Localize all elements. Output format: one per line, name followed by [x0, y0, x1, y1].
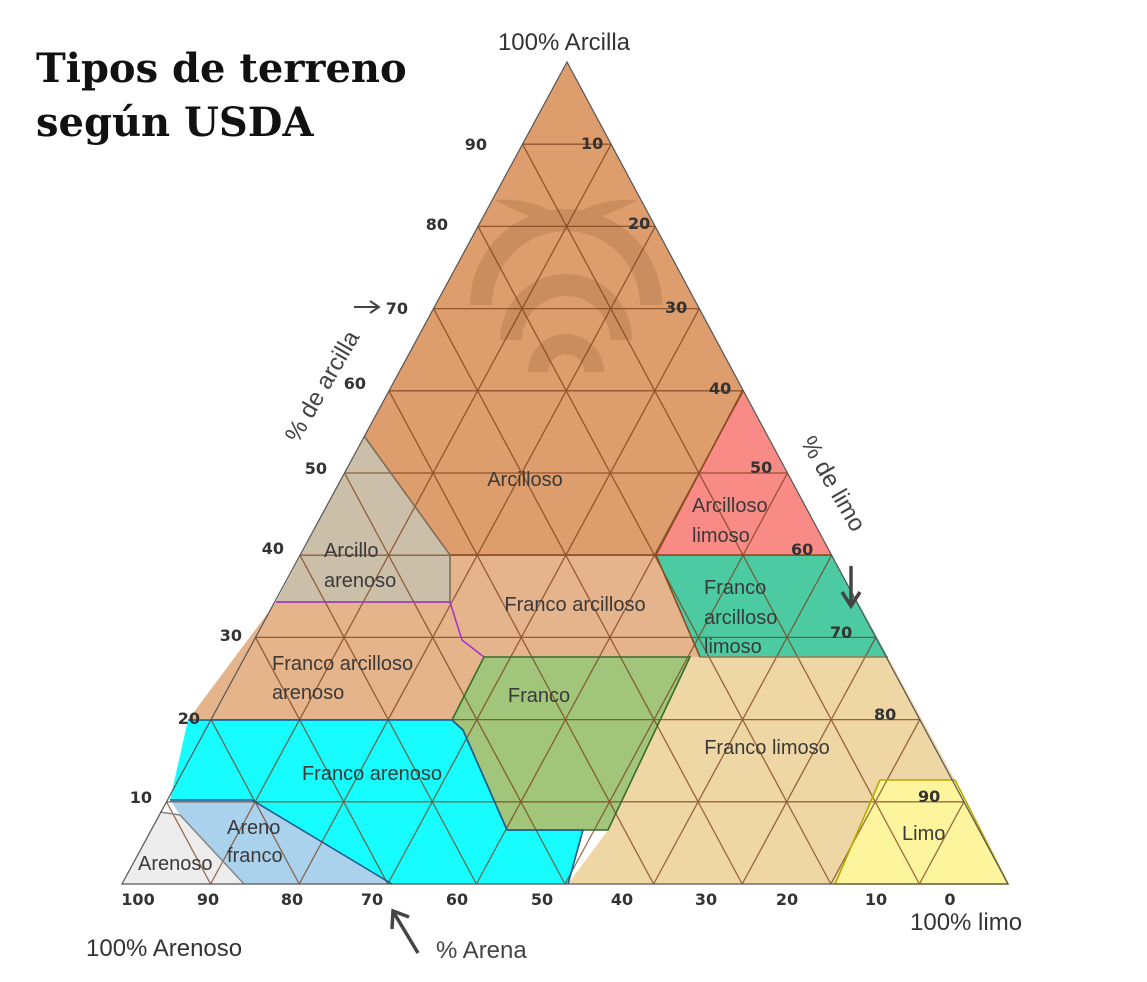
region-franco-arcilloso-limoso — [656, 555, 888, 657]
title-line-2: según USDA — [36, 99, 314, 146]
region-franco — [452, 657, 690, 830]
grid-line — [564, 472, 789, 885]
label-arcillo-arenoso: arenoso — [324, 570, 396, 592]
diagram-title: Tipos de terreno según USDA — [36, 42, 407, 150]
sand-ticks: 100 90 80 70 60 50 40 30 20 10 0 — [121, 890, 955, 909]
region-labels: Arcilloso Arcilloso limoso Arcillo areno… — [138, 469, 945, 875]
region-arenoso — [122, 812, 244, 884]
sand-tick: 30 — [695, 890, 717, 909]
sand-tick: 100 — [121, 890, 154, 909]
clay-tick: 40 — [262, 539, 284, 558]
silt-tick: 50 — [750, 458, 772, 477]
sand-tick: 90 — [197, 890, 219, 909]
grid-line — [254, 637, 389, 885]
label-franco-arcilloso-limoso: Franco — [704, 577, 766, 599]
silt-tick: 70 — [830, 623, 852, 642]
arrow-silt-icon — [840, 566, 862, 610]
label-franco-arcilloso: Franco arcilloso — [504, 594, 645, 616]
corner-label-silt: 100% limo — [910, 909, 1022, 936]
region-boundaries — [159, 389, 1010, 885]
grid-line — [165, 801, 212, 885]
sand-tick: 60 — [446, 890, 468, 909]
grid-line — [387, 308, 700, 885]
axis-label-sand: % Arena — [436, 937, 527, 964]
sand-tick: 10 — [865, 890, 887, 909]
silt-tick: 20 — [628, 214, 650, 233]
label-areno-franco: Areno — [227, 817, 280, 839]
silt-ticks: 10 20 30 40 50 60 70 80 90 — [581, 134, 940, 806]
corner-label-sand: 100% Arenoso — [86, 935, 242, 962]
grid-line — [210, 143, 612, 885]
clay-tick: 60 — [344, 374, 366, 393]
label-franco-arcilloso-arenoso: Franco arcilloso — [272, 653, 413, 675]
clay-ticks: 90 80 70 60 50 40 30 20 10 — [130, 135, 487, 807]
silt-tick: 80 — [874, 705, 896, 724]
silt-tick: 60 — [791, 540, 813, 559]
sand-tick: 20 — [776, 890, 798, 909]
grid-line — [432, 308, 743, 885]
label-limo: Limo — [902, 823, 945, 845]
silt-tick: 40 — [709, 379, 731, 398]
clay-tick: 90 — [465, 135, 487, 154]
label-franco-arenoso: Franco arenoso — [302, 763, 442, 785]
boundary-sand — [159, 811, 245, 885]
title-line-1: Tipos de terreno — [36, 45, 407, 92]
corner-label-clay: 100% Arcilla — [498, 29, 631, 56]
arrow-sand-icon — [390, 908, 420, 954]
boundary-silty-clay — [655, 389, 744, 658]
sand-tick: 50 — [531, 890, 553, 909]
grid-line — [918, 801, 965, 885]
silt-tick: 10 — [581, 134, 603, 153]
sand-tick: 70 — [361, 890, 383, 909]
label-franco-limoso: Franco limoso — [704, 737, 830, 759]
clay-tick: 50 — [305, 459, 327, 478]
label-areno-franco: franco — [227, 845, 283, 867]
boundary-sandy-clay-loam — [276, 601, 485, 658]
triangle-outline — [120, 60, 1010, 885]
clay-tick: 30 — [220, 626, 242, 645]
label-arcilloso-limoso: Arcilloso — [692, 495, 768, 517]
boundary-loamy-sand — [170, 799, 393, 885]
label-franco-arcilloso-arenoso: arenoso — [272, 682, 344, 704]
clay-tick: 80 — [426, 215, 448, 234]
region-franco-limoso — [568, 657, 955, 884]
label-arcilloso: Arcilloso — [487, 469, 563, 491]
arrow-clay-icon — [354, 300, 381, 314]
label-arcillo-arenoso: Arcillo — [324, 540, 378, 562]
clay-tick: 70 — [386, 299, 408, 318]
grid-line — [741, 637, 877, 885]
region-franco-arcilloso — [450, 555, 700, 657]
silt-tick: 30 — [665, 298, 687, 317]
label-arcilloso-limoso: limoso — [692, 525, 750, 547]
clay-tick: 10 — [130, 788, 152, 807]
label-franco-arcilloso-limoso: arcilloso — [704, 607, 777, 629]
boundary-sandy-loam — [188, 719, 585, 885]
region-arcillo-arenoso — [276, 436, 450, 602]
label-franco-arcilloso-limoso: limoso — [704, 636, 762, 658]
region-franco-arcilloso-arenoso — [188, 602, 484, 720]
label-franco: Franco — [508, 685, 570, 707]
grid-line — [521, 143, 920, 885]
silt-tick: 90 — [918, 787, 940, 806]
clay-tick: 20 — [178, 709, 200, 728]
sand-tick: 0 — [944, 890, 955, 909]
grid-line — [343, 472, 566, 885]
sand-tick: 40 — [611, 890, 633, 909]
label-arenoso: Arenoso — [138, 853, 213, 875]
watermark-logo — [470, 199, 662, 372]
sand-tick: 80 — [281, 890, 303, 909]
